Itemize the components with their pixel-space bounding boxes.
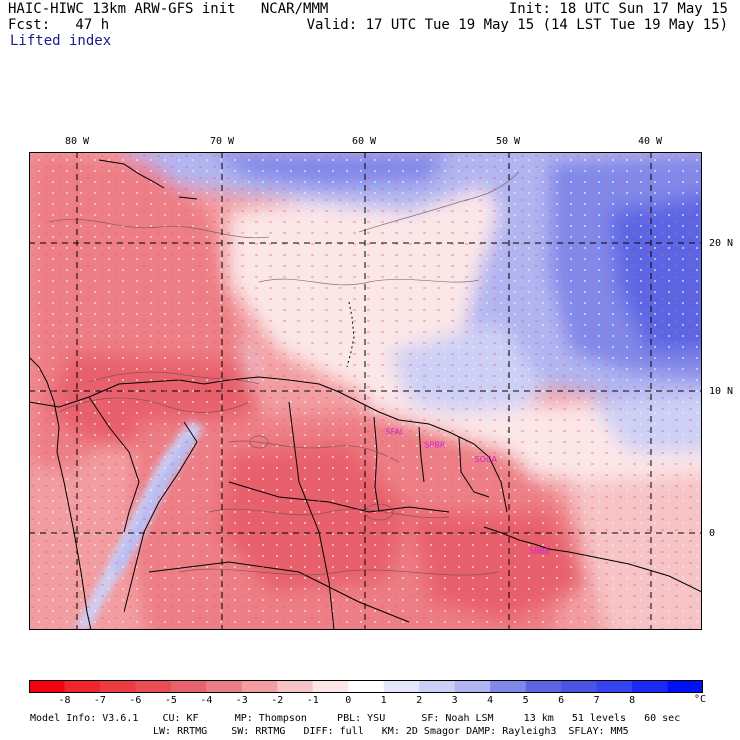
colorbar-swatch [348, 680, 385, 693]
colorbar-swatch [170, 680, 207, 693]
forecast-hour: Fcst: 47 h [8, 17, 110, 33]
coast-central-america [29, 356, 55, 403]
contour-7 [258, 278, 480, 286]
field-name: Lifted index [10, 33, 112, 49]
contour-5 [178, 568, 500, 576]
colorbar-tick-label: 0 [345, 695, 352, 706]
coast-amazon-mouth [483, 526, 702, 593]
border-interior-6 [148, 561, 410, 623]
contour-4 [208, 508, 450, 519]
colorbar-swatch [241, 680, 278, 693]
lat-label-20n: 20 N [709, 238, 734, 249]
colorbar-tick-label: -4 [200, 695, 213, 706]
colorbar-swatch [667, 680, 703, 693]
colorbar-swatch [312, 680, 349, 693]
colorbar-tick-label: -5 [164, 695, 177, 706]
station-label: SPBR [424, 440, 445, 449]
colorbar-frame [29, 680, 703, 693]
colorbar-swatch [596, 680, 633, 693]
colorbar-tick-label: 4 [487, 695, 494, 706]
contour-2 [58, 397, 250, 413]
colorbar-swatch [99, 680, 136, 693]
lon-label-70w: 70 W [210, 136, 235, 147]
colorbar-tick-label: -3 [235, 695, 248, 706]
station-label: SBBE [529, 546, 550, 555]
colorbar-tick-label: 8 [629, 695, 636, 706]
lon-label-50w: 50 W [496, 136, 521, 147]
contour-10 [249, 435, 269, 449]
coast-hispaniola [98, 159, 165, 189]
colorbar-tick-label: -8 [58, 695, 71, 706]
colorbar-swatch [64, 680, 101, 693]
coast-south-america-north [29, 376, 508, 513]
colorbar-tick-label: 5 [522, 695, 529, 706]
colorbar-swatch [277, 680, 314, 693]
map-frame [29, 152, 702, 630]
station-label: SOCA [475, 455, 498, 464]
colorbar-tick-label: 7 [593, 695, 600, 706]
coast-pacific [53, 401, 92, 630]
colorbar-tick-label: -1 [306, 695, 319, 706]
colorbar-swatch [419, 680, 456, 693]
footer-physics-info: LW: RRTMG SW: RRTMG DIFF: full KM: 2D Sm… [153, 726, 629, 737]
contour-8 [358, 171, 520, 233]
border-interior-3 [373, 416, 380, 513]
colorbar-swatch [490, 680, 527, 693]
model-title: HAIC-HIWC 13km ARW-GFS init NCAR/MMM [8, 1, 329, 17]
coast-lesser-antilles [346, 301, 355, 368]
border-interior-5 [458, 436, 490, 498]
colorbar-tick-label: 1 [380, 695, 387, 706]
colorbar-tick-label: 6 [558, 695, 565, 706]
border-interior-2 [288, 401, 335, 630]
colorbar-swatch [525, 680, 562, 693]
init-time: Init: 18 UTC Sun 17 May 15 [508, 1, 728, 17]
colorbar-swatch [561, 680, 598, 693]
colorbar-unit: °C [694, 694, 707, 705]
colorbar-swatch [632, 680, 669, 693]
colorbar [29, 680, 703, 693]
colorbar-swatch [454, 680, 491, 693]
colorbar-swatch [206, 680, 243, 693]
colorbar-tick-label: -6 [129, 695, 142, 706]
colorbar-tick-label: 3 [451, 695, 458, 706]
lat-label-0: 0 [709, 528, 716, 539]
lifted-index-map: SFAL SPBR SOCA SBBE [29, 152, 702, 630]
border-colombia [88, 396, 140, 533]
colorbar-tick-label: 2 [416, 695, 423, 706]
colorbar-tick-label: -2 [271, 695, 284, 706]
colorbar-tick-label: -7 [93, 695, 106, 706]
border-interior-4 [418, 426, 425, 483]
coast-puerto-rico [178, 196, 198, 200]
station-label: SFAL [386, 427, 405, 436]
colorbar-swatch [383, 680, 420, 693]
lon-label-40w: 40 W [638, 136, 663, 147]
org-label: NCAR/MMM [260, 1, 329, 17]
border-interior-1 [228, 481, 450, 513]
contour-1 [88, 371, 260, 385]
colorbar-swatch [29, 680, 65, 693]
footer-model-info: Model Info: V3.6.1 CU: KF MP: Thompson P… [30, 713, 681, 724]
lat-label-10n: 10 N [709, 386, 734, 397]
contour-9 [364, 503, 394, 521]
contour-3 [228, 440, 400, 463]
valid-time: Valid: 17 UTC Tue 19 May 15 (14 LST Tue … [306, 17, 728, 33]
lon-label-60w: 60 W [352, 136, 377, 147]
colorbar-swatch [135, 680, 172, 693]
border-andes [123, 421, 198, 613]
lon-label-80w: 80 W [65, 136, 90, 147]
contour-6 [48, 218, 270, 239]
